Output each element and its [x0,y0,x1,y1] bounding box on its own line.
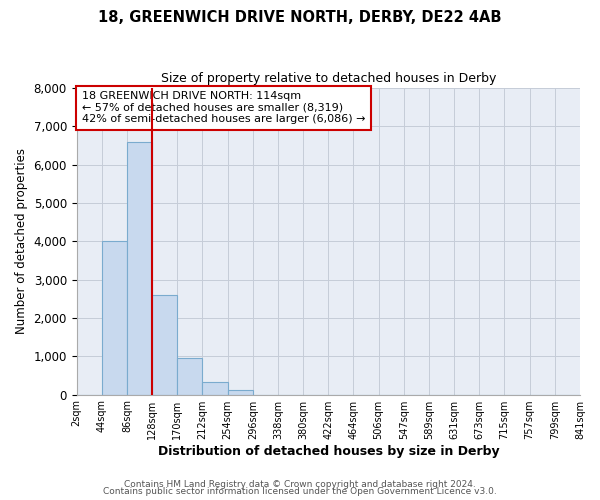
Bar [127,142,152,394]
Y-axis label: Number of detached properties: Number of detached properties [15,148,28,334]
Text: 18 GREENWICH DRIVE NORTH: 114sqm
← 57% of detached houses are smaller (8,319)
42: 18 GREENWICH DRIVE NORTH: 114sqm ← 57% o… [82,91,365,124]
Bar [202,382,227,394]
Text: Contains HM Land Registry data © Crown copyright and database right 2024.: Contains HM Land Registry data © Crown c… [124,480,476,489]
X-axis label: Distribution of detached houses by size in Derby: Distribution of detached houses by size … [158,444,499,458]
Bar [102,242,127,394]
Bar [227,390,253,394]
Text: Contains public sector information licensed under the Open Government Licence v3: Contains public sector information licen… [103,487,497,496]
Bar [178,358,202,395]
Title: Size of property relative to detached houses in Derby: Size of property relative to detached ho… [161,72,496,86]
Text: 18, GREENWICH DRIVE NORTH, DERBY, DE22 4AB: 18, GREENWICH DRIVE NORTH, DERBY, DE22 4… [98,10,502,25]
Bar [152,295,178,394]
